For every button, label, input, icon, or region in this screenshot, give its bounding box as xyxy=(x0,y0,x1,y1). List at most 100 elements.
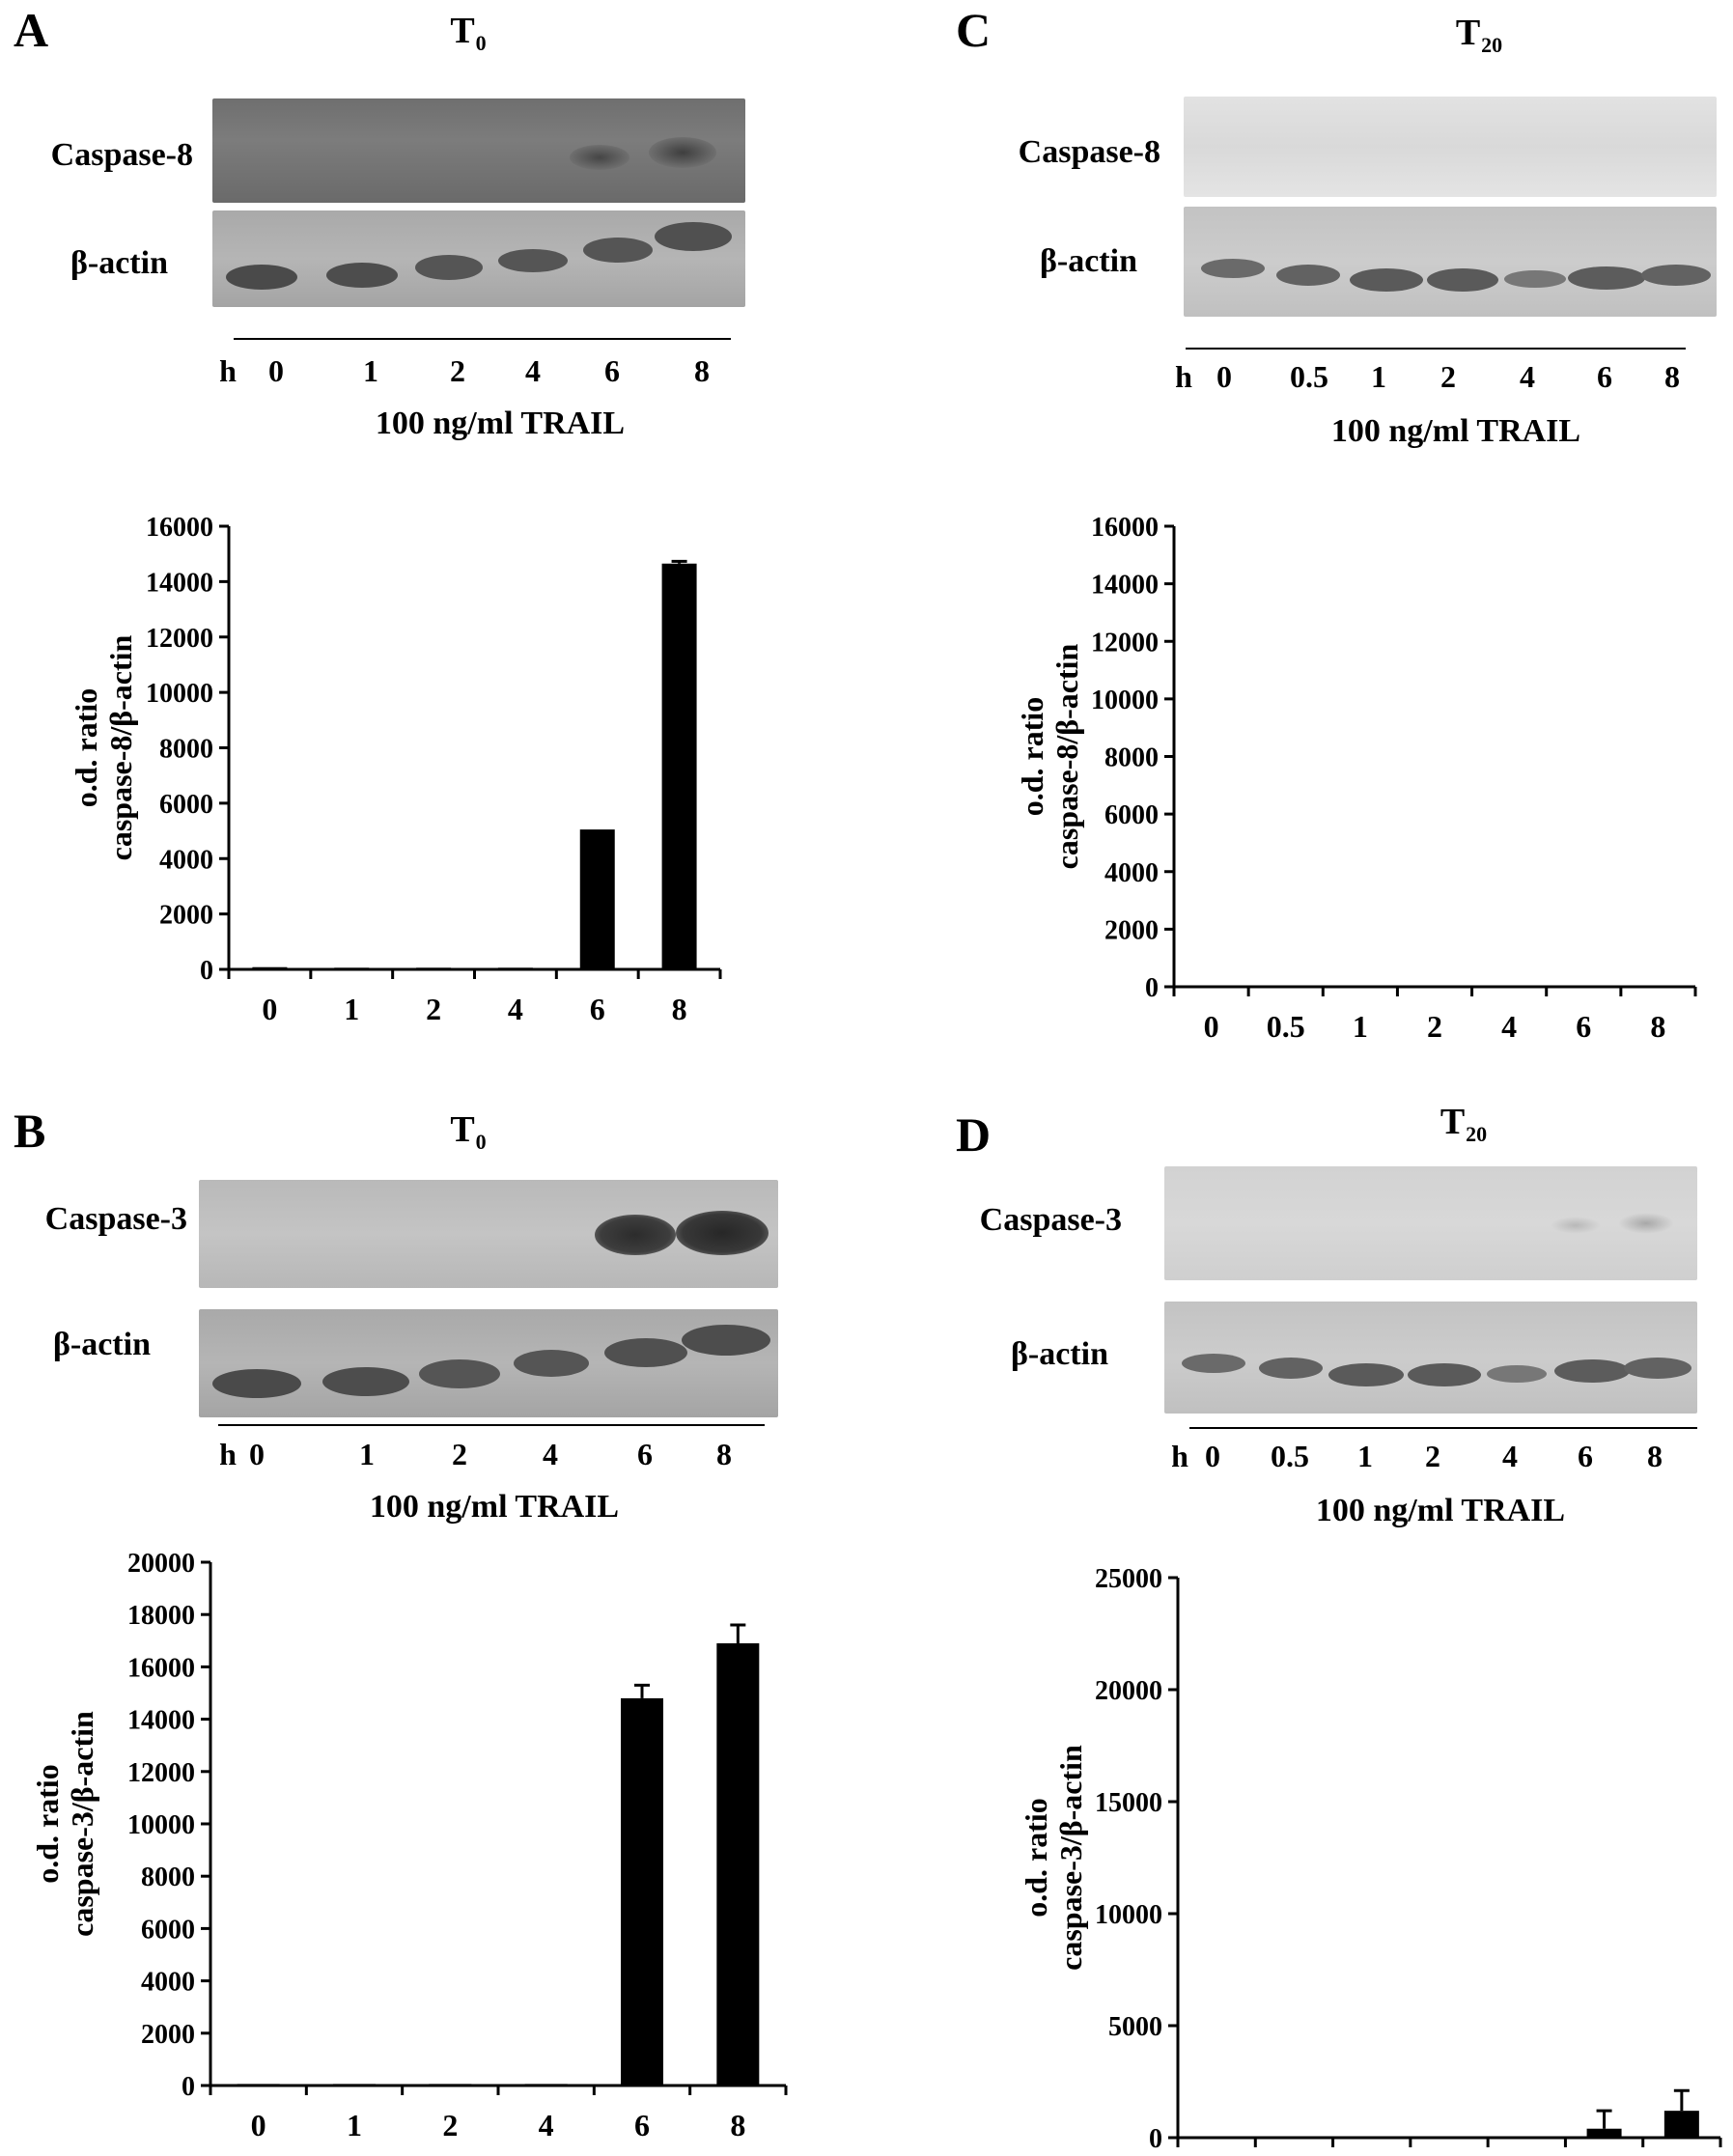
lane-label-a: 1 xyxy=(363,353,378,388)
y-tick-label: 20000 xyxy=(127,1549,195,1579)
lane-label-c: 0 xyxy=(1216,359,1232,394)
lane-underline-c xyxy=(1186,348,1686,350)
x-tick-label: 2 xyxy=(1427,1009,1442,1044)
lane-label-c: 2 xyxy=(1440,359,1456,394)
lane-label-c: 4 xyxy=(1520,359,1535,394)
y-tick-label: 12000 xyxy=(146,624,213,654)
lane-label-b: 1 xyxy=(359,1437,375,1471)
bar xyxy=(1640,985,1676,988)
panel-letter-a: A xyxy=(14,3,49,57)
y-tick-label: 0 xyxy=(182,2072,195,2102)
y-tick-label: 2000 xyxy=(1104,915,1159,945)
lane-label-b: 0 xyxy=(249,1437,265,1471)
x-tick-label: 1 xyxy=(1353,1009,1368,1044)
bar-chart-a: 0 2000 4000 6000 8000 10000 12000 14000 16000 0 1 2… xyxy=(69,513,722,1026)
x-tick-label: 0 xyxy=(262,992,277,1026)
x-tick-label: 1 xyxy=(347,2108,362,2142)
blot-label-caspase3-d: Caspase-3 xyxy=(979,1202,1122,1238)
bar xyxy=(334,967,370,970)
lane-label-c: 0.5 xyxy=(1290,359,1328,394)
bar xyxy=(1199,2137,1235,2140)
bar xyxy=(1663,2111,1699,2138)
lane-underline-d xyxy=(1189,1427,1697,1429)
lane-label-c: 1 xyxy=(1371,359,1386,394)
panel-b-title: T0 xyxy=(450,1109,487,1154)
time-unit-label-a: h xyxy=(219,353,237,388)
bar xyxy=(497,967,533,970)
bar xyxy=(1492,985,1527,988)
blot-label-caspase8-a: Caspase-8 xyxy=(50,137,193,173)
y-tick-label: 0 xyxy=(1149,2124,1162,2154)
treatment-label-d: 100 ng/ml TRAIL xyxy=(1315,1493,1566,1528)
bar xyxy=(237,2084,280,2086)
y-tick-label: 5000 xyxy=(1108,2012,1162,2042)
bar xyxy=(524,2084,568,2086)
x-tick-label: 6 xyxy=(634,2108,650,2142)
lane-label-a: 4 xyxy=(525,353,541,388)
x-tick-label: 0 xyxy=(1204,1009,1219,1044)
lane-label-b: 4 xyxy=(543,1437,558,1471)
x-tick-label: 8 xyxy=(1650,1009,1665,1044)
lane-label-a: 2 xyxy=(450,353,465,388)
x-tick-label: 0.5 xyxy=(1267,1009,1305,1044)
western-blot-bactin-c xyxy=(1184,207,1717,317)
x-tick-label: 2 xyxy=(442,2108,458,2142)
treatment-label-a: 100 ng/ml TRAIL xyxy=(375,406,626,441)
bar xyxy=(1586,2128,1622,2138)
blot-label-caspase8-c: Caspase-8 xyxy=(1018,134,1160,170)
y-tick-label: 6000 xyxy=(141,1915,195,1945)
lane-label-b: 6 xyxy=(637,1437,653,1471)
panel-d-title: T20 xyxy=(1440,1102,1488,1146)
y-tick-label: 0 xyxy=(200,956,213,986)
panel-letter-d: D xyxy=(956,1107,992,1162)
panel-letter-c: C xyxy=(956,3,992,57)
lane-label-a: 6 xyxy=(604,353,620,388)
y-tick-label: 4000 xyxy=(159,845,213,875)
x-tick-label: 6 xyxy=(590,992,605,1026)
panel-a-title: T0 xyxy=(450,11,487,55)
lane-label-c: 6 xyxy=(1597,359,1612,394)
bar xyxy=(621,1697,663,2086)
bar xyxy=(1268,985,1303,988)
y-axis-label-line1: o.d. ratio xyxy=(1019,1798,1053,1918)
lane-label-b: 2 xyxy=(452,1437,467,1471)
y-tick-label: 6000 xyxy=(1104,800,1159,830)
y-tick-label: 2000 xyxy=(159,901,213,931)
x-tick-label: 4 xyxy=(508,992,523,1026)
bar xyxy=(579,829,615,969)
bar xyxy=(1509,2137,1545,2140)
lane-label-d: 0.5 xyxy=(1271,1439,1309,1473)
treatment-label-b: 100 ng/ml TRAIL xyxy=(369,1489,620,1525)
bar xyxy=(1354,2137,1389,2140)
x-tick-label: 4 xyxy=(1501,1009,1517,1044)
y-tick-label: 14000 xyxy=(146,568,213,598)
x-tick-label: 4 xyxy=(539,2108,554,2142)
bar xyxy=(716,1643,760,2086)
y-axis-label-line2: caspase-8/β-actin xyxy=(103,634,138,860)
bar xyxy=(252,966,288,969)
bar xyxy=(1566,985,1602,988)
blot-label-bactin-c: β-actin xyxy=(1039,243,1137,279)
lane-label-a: 8 xyxy=(694,353,710,388)
y-tick-label: 12000 xyxy=(1091,628,1159,658)
lane-underline-b xyxy=(218,1424,765,1426)
western-blot-caspase3-b xyxy=(199,1180,778,1288)
western-blot-bactin-b xyxy=(199,1309,778,1417)
bar-chart-b: 0200040006000800010000120001400016000180… xyxy=(30,1549,788,2142)
time-unit-label-d: h xyxy=(1171,1439,1188,1473)
blot-label-bactin-d: β-actin xyxy=(1010,1336,1108,1372)
time-unit-label-b: h xyxy=(219,1437,237,1471)
y-axis-label-line2: caspase-8/β-actin xyxy=(1049,643,1084,869)
y-tick-label: 10000 xyxy=(1091,686,1159,715)
y-tick-label: 14000 xyxy=(1091,571,1159,601)
y-axis-label-line1: o.d. ratio xyxy=(30,1764,65,1884)
western-blot-caspase8-a xyxy=(212,98,745,203)
bar xyxy=(1193,985,1229,988)
y-tick-label: 15000 xyxy=(1095,1788,1162,1818)
panel-letter-b: B xyxy=(14,1104,46,1158)
x-tick-label: 2 xyxy=(426,992,441,1026)
western-blot-bactin-a xyxy=(212,210,745,307)
y-tick-label: 4000 xyxy=(141,1968,195,1998)
lane-label-d: 1 xyxy=(1357,1439,1373,1473)
x-tick-label: 6 xyxy=(1576,1009,1591,1044)
